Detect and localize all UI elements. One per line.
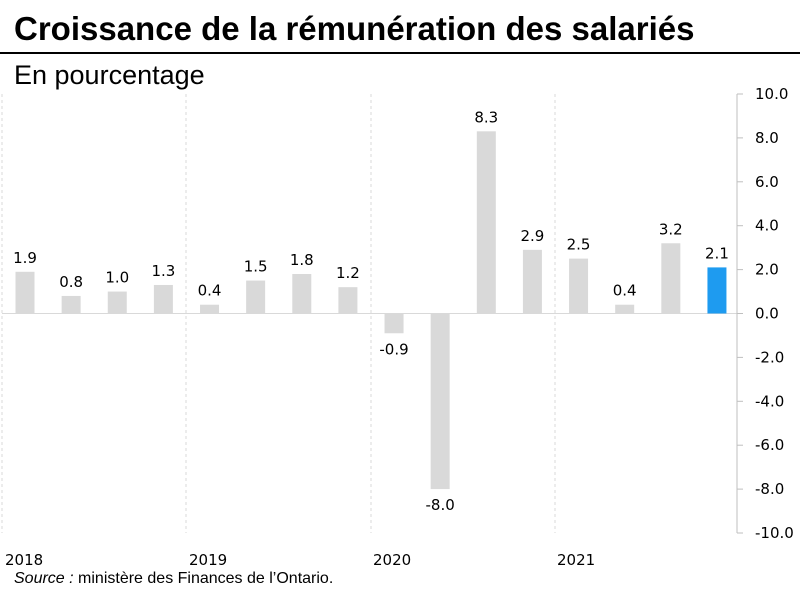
y-tick-label-7: -4.0	[755, 392, 784, 410]
data-label-2: 1.0	[105, 269, 129, 287]
year-label-2018: 2018	[5, 551, 43, 569]
bar-1	[61, 295, 81, 314]
y-tick-label-1: 8.0	[755, 129, 779, 147]
data-label-8: -0.9	[379, 340, 408, 358]
data-label-11: 2.9	[521, 227, 545, 245]
data-label-4: 0.4	[198, 282, 222, 300]
source-label: Source :	[14, 570, 74, 587]
y-tick-label-9: -8.0	[755, 480, 784, 498]
bar-4	[200, 304, 220, 314]
bar-11	[522, 249, 542, 314]
data-label-7: 1.2	[336, 264, 360, 282]
y-tick-label-4: 2.0	[755, 261, 779, 279]
data-label-13: 0.4	[613, 282, 637, 300]
data-label-0: 1.9	[13, 249, 37, 267]
year-label-2021: 2021	[557, 551, 595, 569]
y-tick-label-3: 4.0	[755, 217, 779, 235]
data-label-14: 3.2	[659, 220, 683, 238]
data-label-6: 1.8	[290, 251, 314, 269]
bar-10	[476, 131, 496, 314]
source-text: ministère des Finances de l’Ontario.	[73, 570, 334, 587]
data-label-12: 2.5	[567, 236, 591, 254]
bar-7	[338, 287, 358, 314]
y-tick-label-8: -6.0	[755, 436, 784, 454]
bar-0	[15, 271, 35, 314]
data-label-9: -8.0	[426, 496, 455, 514]
bar-15	[707, 267, 727, 314]
source-note: Source : ministère des Finances de l’Ont…	[14, 570, 333, 588]
bar-9	[430, 313, 450, 490]
title-rule	[0, 52, 800, 54]
bar-14	[661, 243, 681, 314]
y-tick-label-2: 6.0	[755, 173, 779, 191]
data-label-15: 2.1	[705, 244, 729, 262]
data-label-3: 1.3	[151, 262, 175, 280]
bar-12	[569, 258, 589, 314]
data-label-10: 8.3	[474, 108, 498, 126]
y-tick-label-6: -2.0	[755, 348, 784, 366]
bar-2	[107, 291, 127, 314]
bar-3	[153, 284, 173, 314]
bar-5	[246, 280, 266, 314]
chart-title: Croissance de la rémunération des salari…	[14, 10, 695, 47]
y-tick-label-10: -10.0	[755, 524, 794, 542]
data-label-1: 0.8	[59, 273, 83, 291]
data-label-5: 1.5	[244, 258, 268, 276]
bar-6	[292, 273, 312, 314]
bar-8	[384, 313, 404, 334]
chart-subtitle: En pourcentage	[14, 60, 205, 90]
y-tick-label-5: 0.0	[755, 305, 779, 323]
bar-13	[615, 304, 635, 314]
year-label-2019: 2019	[189, 551, 227, 569]
y-tick-label-0: 10.0	[755, 85, 788, 103]
year-label-2020: 2020	[373, 551, 411, 569]
